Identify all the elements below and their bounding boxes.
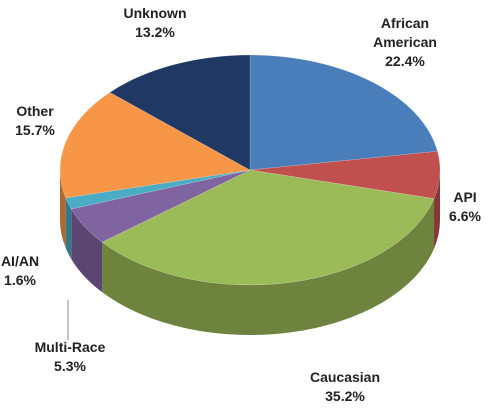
value-label: 35.2% (325, 388, 365, 404)
value-label: 15.7% (15, 122, 55, 138)
value-label: 13.2% (135, 24, 175, 40)
value-label: 1.6% (4, 272, 36, 288)
pie-side (65, 197, 72, 259)
pie-slice (249, 151, 441, 199)
value-label: 5.3% (54, 358, 86, 374)
pie-side (60, 170, 66, 248)
category-name: Unknown (123, 5, 187, 21)
pie-slice (59, 92, 251, 199)
slice-label: API 6.6% (440, 188, 490, 226)
slice-label: Other 15.7% (0, 102, 70, 140)
pie-side (434, 170, 440, 249)
category-name: Caucasian (309, 369, 381, 385)
category-name: Multi-Race (34, 339, 106, 355)
pie-slice (101, 169, 435, 286)
value-label: 6.6% (449, 208, 481, 224)
pie-slice (65, 169, 251, 210)
pie-side (102, 198, 435, 335)
category-name: API (453, 189, 477, 205)
pie-slice (70, 169, 251, 243)
category-name: African American (373, 15, 437, 50)
pie-slice (249, 54, 438, 171)
slice-label: Multi-Race 5.3% (20, 338, 120, 376)
value-label: 22.4% (385, 53, 425, 69)
slice-label: Caucasian 35.2% (290, 368, 400, 406)
pie-side (71, 208, 103, 293)
slice-label: AI/AN 1.6% (0, 252, 45, 290)
slice-label: African American 22.4% (355, 14, 455, 71)
category-name: AI/AN (0, 253, 40, 269)
category-name: Other (16, 103, 54, 119)
slice-label: Unknown 13.2% (100, 4, 210, 42)
pie-slice (109, 54, 251, 171)
